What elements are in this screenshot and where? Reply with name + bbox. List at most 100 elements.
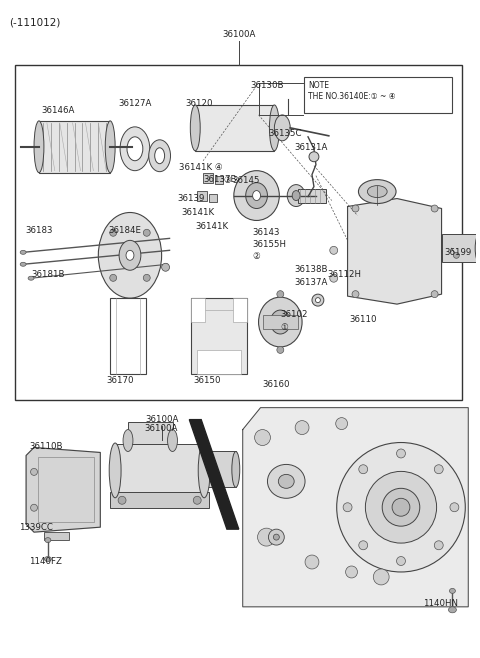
Ellipse shape xyxy=(352,205,359,212)
Text: ②: ② xyxy=(252,252,260,261)
Ellipse shape xyxy=(232,451,240,488)
Ellipse shape xyxy=(126,250,134,261)
Text: 36138B: 36138B xyxy=(294,265,328,274)
Ellipse shape xyxy=(168,430,178,451)
Text: THE NO.36140E:① ~ ④: THE NO.36140E:① ~ ④ xyxy=(308,92,396,101)
Bar xyxy=(110,492,209,508)
Ellipse shape xyxy=(98,213,162,298)
Ellipse shape xyxy=(330,274,338,282)
Text: 36150: 36150 xyxy=(193,376,221,385)
Text: 36145: 36145 xyxy=(233,176,260,185)
Bar xyxy=(197,191,207,201)
Ellipse shape xyxy=(144,274,150,282)
Ellipse shape xyxy=(31,504,37,511)
Text: 36139: 36139 xyxy=(178,193,205,203)
Bar xyxy=(115,443,204,498)
Ellipse shape xyxy=(277,291,284,297)
Text: 36110: 36110 xyxy=(349,315,377,324)
Ellipse shape xyxy=(190,105,200,151)
Ellipse shape xyxy=(434,541,443,549)
Ellipse shape xyxy=(252,191,261,201)
Ellipse shape xyxy=(198,443,210,498)
Text: 1140HN: 1140HN xyxy=(423,599,458,608)
Bar xyxy=(15,65,462,399)
Ellipse shape xyxy=(254,430,270,445)
Text: 36160: 36160 xyxy=(263,380,290,389)
Text: (-111012): (-111012) xyxy=(9,17,60,28)
Ellipse shape xyxy=(258,528,276,546)
Ellipse shape xyxy=(155,148,165,164)
Bar xyxy=(442,234,479,263)
Ellipse shape xyxy=(20,250,26,254)
Ellipse shape xyxy=(434,465,443,474)
Text: 36143: 36143 xyxy=(252,228,280,238)
Ellipse shape xyxy=(295,420,309,434)
Ellipse shape xyxy=(270,310,290,334)
Ellipse shape xyxy=(110,274,117,282)
Ellipse shape xyxy=(267,465,305,498)
Ellipse shape xyxy=(367,186,387,197)
Bar xyxy=(195,105,275,151)
Ellipse shape xyxy=(246,183,267,209)
Text: 36110B: 36110B xyxy=(29,442,62,451)
Ellipse shape xyxy=(259,297,302,347)
Ellipse shape xyxy=(144,229,150,236)
Ellipse shape xyxy=(120,127,150,170)
Polygon shape xyxy=(189,420,239,529)
Ellipse shape xyxy=(346,566,358,578)
Ellipse shape xyxy=(45,557,51,561)
Text: 36199: 36199 xyxy=(444,248,472,257)
Ellipse shape xyxy=(127,137,143,161)
Ellipse shape xyxy=(118,496,126,504)
Ellipse shape xyxy=(475,234,480,263)
Ellipse shape xyxy=(312,294,324,306)
Ellipse shape xyxy=(343,503,352,512)
Bar xyxy=(215,176,223,184)
Ellipse shape xyxy=(449,588,456,594)
Text: ③: ③ xyxy=(223,176,231,185)
Ellipse shape xyxy=(110,229,117,236)
Text: 36181B: 36181B xyxy=(31,270,65,279)
Bar xyxy=(128,422,172,443)
Text: 36130B: 36130B xyxy=(251,81,284,90)
Ellipse shape xyxy=(336,418,348,430)
Ellipse shape xyxy=(123,430,133,451)
Ellipse shape xyxy=(450,503,459,512)
Bar xyxy=(203,172,213,183)
Bar xyxy=(263,315,298,329)
Ellipse shape xyxy=(20,263,26,266)
Text: 36183: 36183 xyxy=(25,226,53,236)
Bar xyxy=(298,189,326,203)
Ellipse shape xyxy=(193,496,201,504)
Ellipse shape xyxy=(454,252,459,259)
Bar xyxy=(192,298,205,322)
Ellipse shape xyxy=(396,557,406,565)
Ellipse shape xyxy=(105,121,115,172)
Ellipse shape xyxy=(309,152,319,162)
Polygon shape xyxy=(348,199,442,304)
Text: NOTE: NOTE xyxy=(308,81,329,90)
Text: ①: ① xyxy=(280,323,288,332)
Text: 36100A: 36100A xyxy=(145,424,178,432)
Ellipse shape xyxy=(365,471,437,543)
Ellipse shape xyxy=(34,121,44,172)
Ellipse shape xyxy=(28,276,34,280)
Ellipse shape xyxy=(109,443,121,498)
Bar xyxy=(192,298,247,374)
Text: 36100A: 36100A xyxy=(145,415,178,424)
Text: 36120: 36120 xyxy=(185,99,213,108)
Ellipse shape xyxy=(448,607,456,613)
Text: 36127A: 36127A xyxy=(118,99,152,108)
Text: 36112H: 36112H xyxy=(328,270,362,279)
Ellipse shape xyxy=(274,534,279,540)
Bar xyxy=(110,298,146,374)
Text: 36184E: 36184E xyxy=(108,226,141,236)
Ellipse shape xyxy=(277,346,284,353)
Text: 36141K: 36141K xyxy=(195,222,228,232)
Ellipse shape xyxy=(352,291,359,297)
Ellipse shape xyxy=(396,449,406,458)
Bar xyxy=(209,193,217,201)
Ellipse shape xyxy=(305,555,319,569)
Ellipse shape xyxy=(292,191,300,201)
Ellipse shape xyxy=(392,498,410,517)
